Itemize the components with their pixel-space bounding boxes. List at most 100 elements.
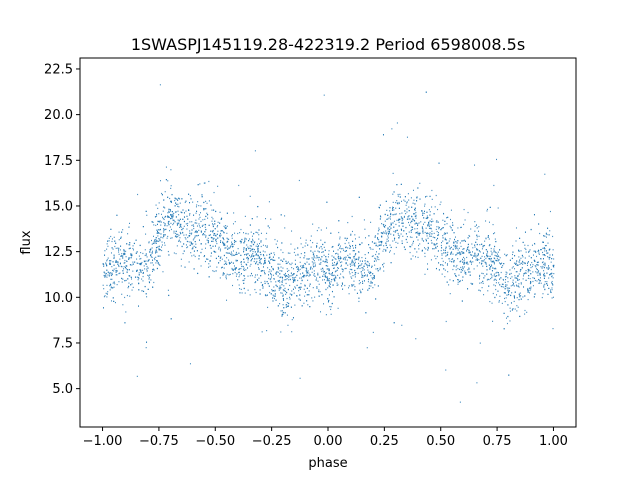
- data-point: [200, 243, 202, 245]
- data-point: [361, 273, 363, 275]
- data-point: [173, 219, 175, 222]
- data-point: [224, 260, 226, 262]
- data-point: [398, 207, 400, 209]
- data-point: [333, 296, 335, 298]
- data-point: [321, 256, 323, 258]
- data-point: [392, 206, 394, 208]
- data-point: [170, 200, 172, 202]
- data-point: [332, 284, 334, 286]
- data-point: [438, 162, 440, 164]
- data-point: [478, 278, 480, 280]
- data-point: [245, 238, 247, 240]
- data-point: [260, 275, 262, 277]
- data-point: [128, 257, 130, 259]
- data-point: [527, 289, 529, 291]
- data-point: [430, 224, 432, 226]
- data-point: [527, 261, 529, 263]
- data-point: [543, 263, 545, 266]
- data-point: [454, 238, 455, 241]
- data-point: [535, 251, 537, 253]
- data-point: [200, 230, 202, 232]
- data-point: [382, 134, 384, 136]
- data-point: [173, 252, 175, 254]
- data-point: [114, 283, 116, 285]
- data-point: [440, 242, 442, 244]
- data-point: [106, 293, 108, 295]
- data-point: [315, 257, 317, 259]
- data-point: [106, 243, 108, 245]
- data-point: [139, 269, 141, 271]
- data-point: [136, 375, 138, 377]
- data-point: [427, 232, 429, 235]
- data-point: [329, 286, 331, 288]
- data-point: [174, 235, 176, 238]
- data-point: [280, 331, 282, 333]
- data-point: [346, 237, 348, 240]
- data-point: [196, 235, 198, 237]
- data-point: [155, 252, 157, 254]
- data-point: [135, 239, 137, 241]
- data-point: [136, 262, 138, 264]
- data-point: [270, 218, 272, 220]
- data-point: [244, 254, 245, 256]
- data-point: [431, 218, 433, 220]
- data-point: [541, 261, 543, 264]
- data-point: [300, 237, 302, 239]
- data-point: [342, 276, 344, 278]
- data-point: [522, 256, 524, 258]
- data-point: [220, 248, 222, 250]
- data-point: [552, 284, 554, 286]
- data-point: [274, 259, 276, 262]
- data-point: [462, 266, 464, 268]
- data-point: [519, 296, 521, 298]
- data-point: [512, 284, 514, 286]
- data-point: [282, 251, 284, 254]
- data-point: [367, 264, 369, 267]
- data-point: [162, 216, 164, 218]
- data-point: [408, 221, 410, 224]
- data-point: [382, 264, 384, 266]
- data-point: [201, 225, 203, 227]
- data-point: [375, 242, 377, 244]
- data-point: [335, 275, 337, 277]
- data-point: [123, 250, 125, 252]
- data-point: [163, 227, 165, 230]
- data-point: [290, 275, 292, 277]
- data-point: [379, 218, 381, 220]
- data-point: [410, 230, 412, 232]
- data-point: [158, 232, 160, 234]
- data-point: [306, 274, 308, 276]
- data-point: [351, 230, 353, 233]
- data-point: [316, 229, 318, 232]
- data-point: [330, 281, 332, 283]
- data-point: [112, 297, 114, 299]
- data-point: [452, 280, 454, 282]
- data-point: [490, 247, 492, 250]
- data-point: [299, 294, 301, 296]
- data-point: [468, 234, 470, 237]
- data-point: [381, 242, 383, 244]
- data-point: [148, 259, 150, 261]
- data-point: [234, 268, 236, 270]
- data-point: [528, 251, 530, 253]
- data-point: [427, 263, 428, 265]
- data-point: [145, 253, 147, 255]
- data-point: [347, 247, 349, 249]
- data-point: [503, 328, 505, 330]
- data-point: [282, 260, 284, 262]
- data-point: [379, 267, 381, 269]
- data-point: [184, 266, 186, 268]
- data-point: [430, 235, 432, 237]
- data-point: [338, 231, 340, 234]
- data-point: [337, 255, 339, 258]
- data-point: [239, 292, 241, 294]
- data-point: [314, 262, 316, 264]
- data-point: [316, 277, 318, 279]
- data-point: [463, 252, 465, 254]
- data-point: [531, 261, 533, 264]
- data-point: [151, 243, 153, 245]
- data-point: [495, 255, 497, 257]
- data-point: [226, 245, 228, 247]
- data-point: [504, 253, 506, 255]
